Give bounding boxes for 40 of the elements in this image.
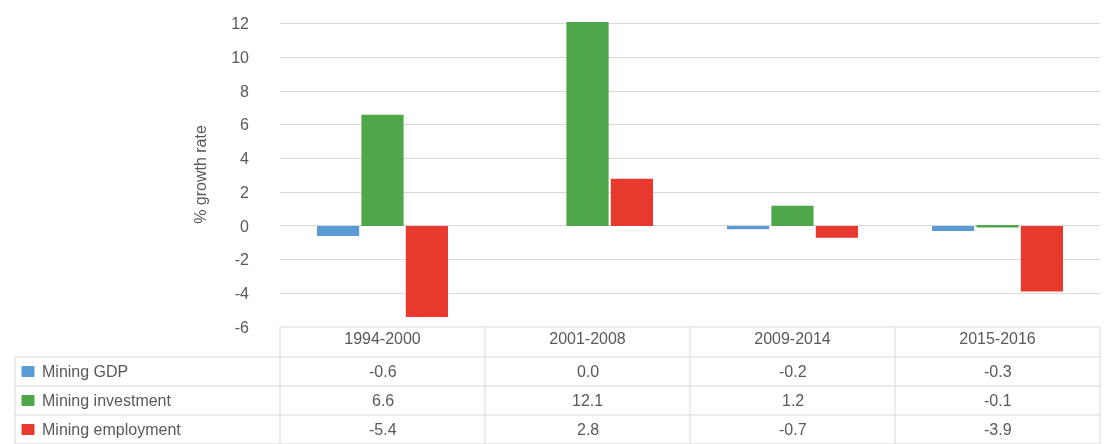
data-label: -0.2: [779, 363, 807, 380]
x-tick-label: 1994-2000: [344, 330, 421, 347]
y-tick-label: 8: [240, 82, 250, 100]
data-label: -5.4: [369, 421, 397, 438]
data-label: -0.7: [779, 421, 807, 438]
y-tick-label: 2: [240, 183, 250, 201]
bar: [361, 114, 404, 226]
bar: [405, 225, 449, 317]
bar: [610, 178, 654, 226]
data-label: -0.3: [984, 363, 1012, 380]
data-label: 2.8: [577, 421, 600, 438]
bar: [316, 225, 360, 237]
bar: [931, 225, 975, 231]
bar: [1020, 225, 1064, 292]
data-label: 1.2: [782, 392, 805, 409]
legend-label: Mining investment: [42, 392, 172, 409]
data-label: -3.9: [984, 421, 1012, 438]
data-label: 12.1: [572, 392, 604, 409]
legend-label: Mining GDP: [42, 363, 129, 380]
legend-label: Mining employment: [42, 421, 182, 438]
bar: [566, 22, 609, 226]
x-tick-label: 2015-2016: [959, 330, 1036, 347]
x-tick-label: 2009-2014: [754, 330, 831, 347]
y-tick-label: -6: [234, 318, 250, 336]
y-tick-label: 0: [240, 217, 250, 235]
y-tick-label: 4: [240, 150, 250, 168]
bar: [815, 225, 859, 238]
data-label: -0.6: [369, 363, 397, 380]
y-tick-label: 12: [231, 15, 250, 33]
data-label: 0.0: [577, 363, 600, 380]
y-tick-label: 10: [231, 48, 250, 66]
data-label: 6.6: [372, 392, 395, 409]
y-tick-label: -2: [234, 251, 250, 269]
bar: [771, 205, 814, 226]
bar: [976, 225, 1019, 228]
y-axis-title: % growth rate: [192, 125, 210, 224]
data-label: -0.1: [984, 392, 1012, 409]
y-tick-label: 6: [240, 116, 250, 134]
y-tick-label: -4: [234, 284, 250, 302]
x-tick-label: 2001-2008: [549, 330, 626, 347]
